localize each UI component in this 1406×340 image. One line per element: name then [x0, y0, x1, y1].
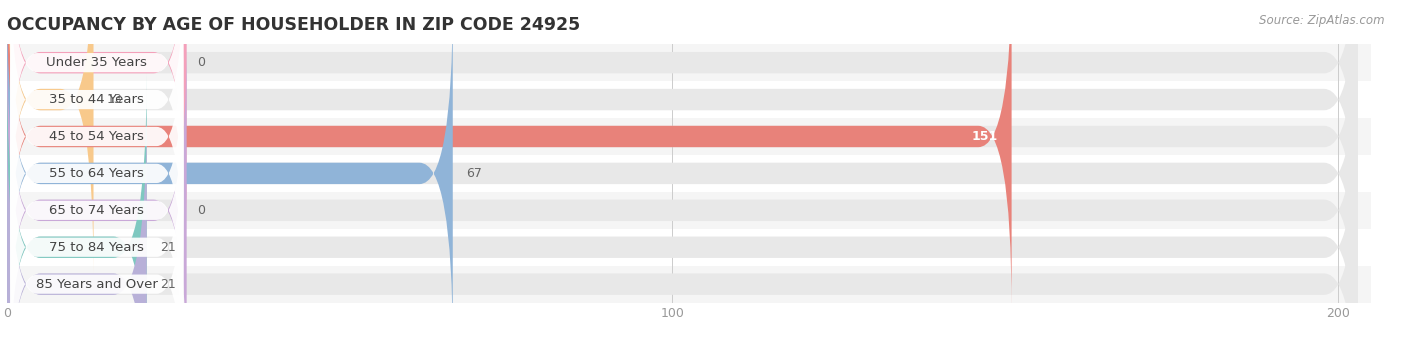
- Text: 67: 67: [465, 167, 482, 180]
- Bar: [7, 81, 1371, 118]
- Text: 65 to 74 Years: 65 to 74 Years: [49, 204, 145, 217]
- FancyBboxPatch shape: [7, 0, 1358, 340]
- FancyBboxPatch shape: [10, 0, 183, 201]
- Text: 85 Years and Over: 85 Years and Over: [37, 278, 157, 291]
- FancyBboxPatch shape: [7, 73, 1358, 340]
- FancyBboxPatch shape: [7, 36, 187, 340]
- Text: 21: 21: [160, 241, 176, 254]
- Text: OCCUPANCY BY AGE OF HOUSEHOLDER IN ZIP CODE 24925: OCCUPANCY BY AGE OF HOUSEHOLDER IN ZIP C…: [7, 16, 581, 34]
- Bar: [7, 192, 1371, 229]
- FancyBboxPatch shape: [10, 109, 183, 340]
- FancyBboxPatch shape: [7, 0, 94, 273]
- FancyBboxPatch shape: [7, 73, 146, 340]
- Text: Source: ZipAtlas.com: Source: ZipAtlas.com: [1260, 14, 1385, 27]
- Bar: [7, 44, 1371, 81]
- Text: 151: 151: [972, 130, 998, 143]
- FancyBboxPatch shape: [10, 0, 183, 274]
- FancyBboxPatch shape: [7, 36, 1358, 340]
- FancyBboxPatch shape: [7, 110, 146, 340]
- Bar: [7, 266, 1371, 303]
- Text: Under 35 Years: Under 35 Years: [46, 56, 148, 69]
- Text: 75 to 84 Years: 75 to 84 Years: [49, 241, 145, 254]
- Text: 45 to 54 Years: 45 to 54 Years: [49, 130, 145, 143]
- Bar: [7, 118, 1371, 155]
- FancyBboxPatch shape: [10, 146, 183, 340]
- FancyBboxPatch shape: [7, 0, 1011, 310]
- FancyBboxPatch shape: [7, 110, 1358, 340]
- Text: 35 to 44 Years: 35 to 44 Years: [49, 93, 145, 106]
- Bar: [7, 229, 1371, 266]
- FancyBboxPatch shape: [7, 0, 187, 237]
- Text: 0: 0: [197, 204, 205, 217]
- Bar: [7, 155, 1371, 192]
- FancyBboxPatch shape: [7, 0, 1358, 310]
- FancyBboxPatch shape: [10, 35, 183, 311]
- Text: 55 to 64 Years: 55 to 64 Years: [49, 167, 145, 180]
- FancyBboxPatch shape: [10, 72, 183, 340]
- FancyBboxPatch shape: [7, 0, 453, 340]
- FancyBboxPatch shape: [7, 0, 1358, 237]
- Text: 0: 0: [197, 56, 205, 69]
- Text: 13: 13: [107, 93, 122, 106]
- Text: 21: 21: [160, 278, 176, 291]
- FancyBboxPatch shape: [7, 0, 1358, 273]
- FancyBboxPatch shape: [10, 0, 183, 238]
